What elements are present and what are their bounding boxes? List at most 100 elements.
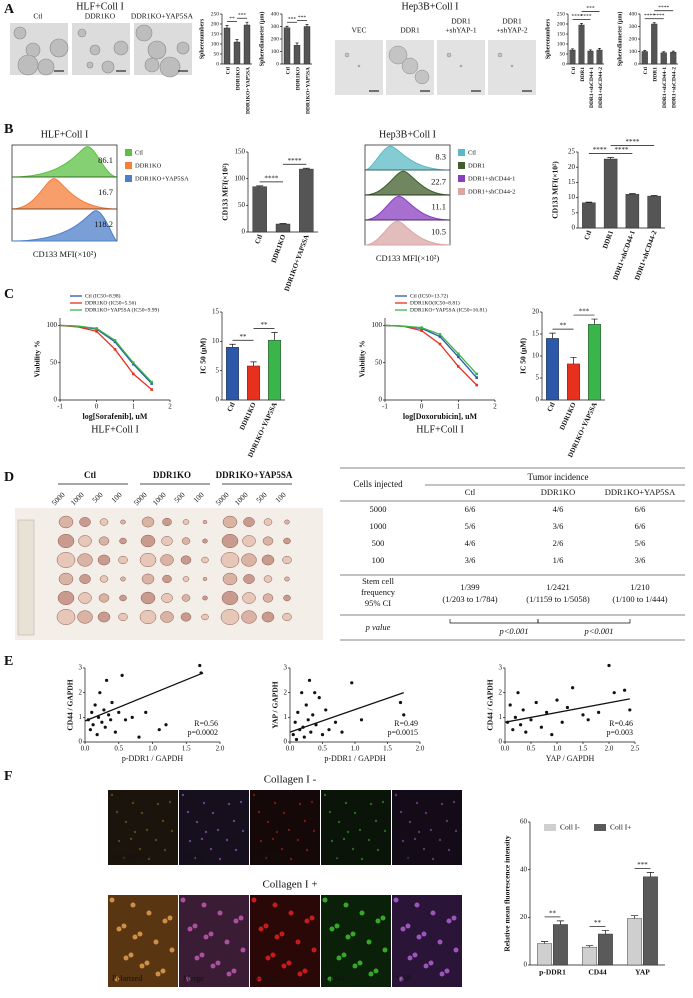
regression-line (84, 672, 204, 722)
stain (162, 918, 168, 924)
tumor (220, 609, 240, 625)
stain (266, 820, 270, 824)
y-tick-label: 0 (634, 61, 637, 67)
bar (582, 202, 596, 229)
stain (298, 802, 302, 806)
stain (139, 963, 145, 969)
error-bar (305, 24, 309, 27)
tumor (243, 517, 255, 527)
error-bar (229, 343, 236, 348)
data-point (132, 362, 135, 366)
statistic: p=0.0002 (187, 728, 218, 737)
stain (188, 839, 192, 843)
table-cell: 5000 (370, 504, 387, 514)
y-tick-label: 100 (47, 321, 58, 329)
sphere (510, 64, 514, 68)
stain (393, 897, 399, 903)
legend-label: DDR1KO+YAP5SA (IC50=9.99) (85, 306, 159, 313)
micrograph (437, 40, 485, 95)
y-axis-label: Relative mean fluorescence intensity (503, 835, 512, 952)
y-tick-label: 100 (629, 49, 638, 55)
table-cell: 1/399 (460, 582, 479, 592)
y-tick-label: 50 (214, 51, 220, 57)
image-label: +shYAP-1 (445, 26, 477, 35)
y-tick-label: 3 (499, 664, 503, 672)
stain (200, 837, 204, 841)
table-cell: 6/6 (465, 504, 476, 514)
stain (251, 897, 257, 903)
stain (342, 837, 346, 841)
table-cell: 1/6 (553, 555, 564, 565)
x-axis-label: p-DDR1 / GAPDH (324, 754, 386, 763)
significance-label: **** (581, 14, 592, 20)
sphere (414, 69, 430, 85)
bar (243, 24, 251, 65)
tumor (58, 515, 74, 529)
stain (430, 910, 436, 916)
image-label: +shYAP-2 (496, 26, 528, 35)
legend-swatch (125, 149, 132, 156)
stain (132, 934, 138, 940)
error-bar (650, 195, 658, 197)
significance-label: ** (549, 910, 557, 918)
y-tick-label: 200 (557, 21, 566, 27)
sphere (159, 56, 181, 78)
x-tick-label: 0.0 (501, 745, 510, 753)
significance-label: **** (288, 157, 303, 165)
bar (233, 41, 241, 65)
x-tick-label: Ctl (571, 67, 577, 75)
error-bar (662, 51, 666, 53)
data-point (457, 365, 460, 368)
stain (147, 857, 151, 861)
y-tick-label: 400 (629, 11, 638, 17)
x-tick-label: DDR1+shCD44-2 (672, 67, 678, 108)
micrograph (250, 790, 320, 865)
sphere (101, 60, 115, 74)
bar (553, 924, 568, 966)
image-label: VEC (352, 26, 367, 35)
micrograph (488, 40, 536, 95)
stain (144, 960, 150, 966)
significance-label: **** (654, 13, 665, 19)
error-bar (256, 185, 264, 187)
sphere (459, 64, 463, 68)
error-bar (629, 193, 636, 195)
stain (412, 952, 418, 958)
tumor (263, 575, 273, 583)
stain (383, 829, 387, 833)
data-point (545, 710, 549, 715)
legend-label: DDR1+shCD44-1 (468, 175, 515, 182)
bar (567, 363, 581, 401)
stain (352, 963, 358, 969)
stain (109, 897, 115, 903)
stain (256, 976, 262, 982)
data-point (113, 348, 117, 351)
legend-swatch (458, 188, 465, 195)
stain (359, 910, 365, 916)
data-point (313, 691, 317, 695)
stain (195, 820, 199, 824)
y-tick-label: 0 (216, 61, 219, 67)
y-axis-label: Viability % (33, 340, 42, 377)
stain (407, 955, 413, 961)
image-label: DDR1 (451, 17, 471, 26)
stain (446, 918, 452, 924)
y-tick-label: 10 (212, 337, 220, 345)
y-tick-label: 2 (499, 688, 503, 696)
legend-label: DDR1KO(IC50=8.81) (410, 299, 460, 306)
y-axis-label: Viability % (358, 340, 367, 377)
legend-label: DDR1KO+YAP5SA (135, 175, 189, 182)
sphere (86, 61, 94, 69)
tumor (201, 613, 209, 621)
image-label: DDR1 (400, 26, 420, 35)
stain (258, 926, 264, 932)
error-bar (671, 50, 675, 53)
y-tick-label: 5 (536, 374, 540, 382)
error-bar (225, 25, 229, 28)
x-tick-label: Ctl (225, 67, 231, 75)
stain (373, 968, 379, 974)
tumor (56, 609, 76, 625)
stain (217, 910, 223, 916)
error-bar (591, 318, 598, 325)
stain (137, 931, 143, 937)
